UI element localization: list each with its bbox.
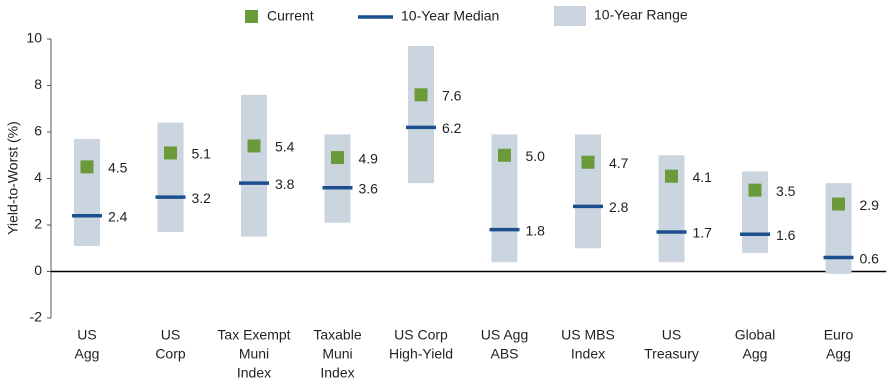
x-tick-label: US — [77, 327, 96, 343]
median-label: 1.7 — [693, 225, 713, 241]
x-tick-label: Index — [320, 365, 354, 381]
x-tick-label: US MBS — [561, 327, 615, 343]
x-tick-label: US — [161, 327, 180, 343]
median-label: 1.6 — [776, 227, 796, 243]
legend-label: 10-Year Range — [594, 7, 688, 23]
x-tick-label: Tax Exempt — [217, 327, 290, 343]
x-tick-label: Corp — [155, 346, 186, 362]
current-marker — [164, 146, 177, 160]
legend-label: Current — [267, 8, 314, 24]
median-label: 3.2 — [192, 190, 212, 206]
y-tick-label: 0 — [34, 262, 42, 278]
x-tick-label: Global — [735, 327, 775, 343]
x-tick-label: Treasury — [644, 346, 699, 362]
x-tick-label: Euro — [824, 327, 854, 343]
current-marker — [832, 197, 845, 211]
y-tick-label: 2 — [34, 216, 42, 232]
current-label: 3.5 — [776, 183, 796, 199]
x-tick-label: High-Yield — [389, 346, 453, 362]
range-bar — [408, 45, 434, 184]
x-tick-label: US Corp — [394, 327, 448, 343]
x-tick-label: ABS — [490, 346, 518, 362]
current-label: 5.0 — [526, 148, 546, 164]
median-label: 1.8 — [526, 222, 546, 238]
current-label: 4.7 — [609, 155, 629, 171]
x-tick-label: Agg — [75, 346, 100, 362]
current-marker — [748, 183, 762, 197]
y-tick-label: 6 — [34, 123, 42, 139]
legend-swatch — [554, 6, 586, 26]
current-marker — [665, 169, 678, 183]
x-tick-label: Index — [571, 346, 605, 362]
current-label: 4.1 — [693, 169, 713, 185]
x-tick-label: Index — [237, 365, 271, 381]
legend-swatch — [245, 10, 258, 23]
range-bar — [241, 94, 267, 237]
range-bar — [575, 134, 601, 249]
current-label: 5.4 — [275, 139, 295, 155]
median-label: 0.6 — [860, 250, 880, 266]
y-tick-label: 10 — [26, 30, 42, 46]
x-tick-label: Taxable — [313, 327, 361, 343]
range-bar — [825, 183, 852, 274]
x-tick-label: US — [662, 327, 681, 343]
median-label: 2.4 — [108, 208, 128, 224]
x-tick-label: Muni — [322, 346, 352, 362]
median-label: 2.8 — [609, 199, 629, 215]
y-tick-label: 4 — [34, 169, 42, 185]
median-label: 3.6 — [359, 181, 379, 197]
x-tick-label: Muni — [239, 346, 269, 362]
current-marker — [247, 139, 261, 153]
current-label: 2.9 — [860, 197, 880, 213]
current-label: 5.1 — [192, 146, 212, 162]
median-label: 6.2 — [442, 120, 462, 136]
range-bar — [324, 134, 351, 223]
range-bar — [74, 138, 100, 246]
current-label: 7.6 — [442, 88, 462, 104]
y-tick-label: -2 — [30, 309, 43, 325]
current-marker — [498, 148, 511, 162]
range-bar — [157, 122, 184, 232]
current-marker — [581, 155, 595, 169]
current-marker — [331, 151, 344, 165]
legend-label: 10-Year Median — [401, 8, 499, 24]
current-label: 4.5 — [108, 160, 128, 176]
x-tick-label: US Agg — [481, 327, 528, 343]
current-marker — [80, 160, 94, 174]
x-tick-label: Agg — [826, 346, 851, 362]
median-label: 3.8 — [275, 176, 295, 192]
x-tick-label: Agg — [743, 346, 768, 362]
current-marker — [414, 88, 428, 102]
current-label: 4.9 — [359, 150, 379, 166]
y-axis-label: Yield-to-Worst (%) — [5, 121, 21, 235]
y-tick-label: 8 — [34, 76, 42, 92]
